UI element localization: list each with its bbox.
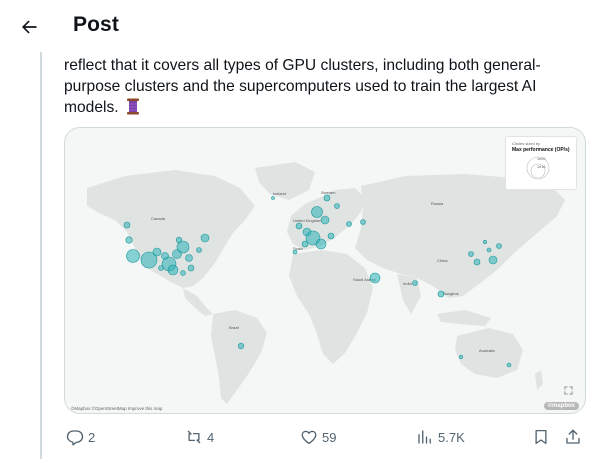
views-chart-icon	[418, 430, 431, 444]
map-legend: Circles sized by Max performance (OP/s) …	[505, 136, 577, 190]
cluster-marker	[315, 238, 327, 250]
page-title: Post	[73, 13, 119, 36]
cluster-marker	[473, 258, 481, 266]
legend-subtitle: Circles sized by	[512, 141, 541, 146]
cluster-marker	[482, 239, 488, 245]
cluster-marker	[123, 221, 131, 229]
se-asia-islands-land	[437, 310, 491, 326]
cluster-marker	[295, 222, 303, 230]
cluster-marker	[175, 236, 183, 244]
cluster-marker	[506, 362, 512, 368]
label-australia: Australia	[479, 348, 495, 353]
thread-line	[40, 48, 42, 459]
cluster-marker	[125, 236, 133, 244]
reply-icon	[66, 430, 84, 446]
label-sweden: Sweden	[321, 190, 335, 195]
back-button[interactable]	[12, 10, 46, 44]
label-canada: Canada	[151, 216, 166, 221]
label-bangkok: Bangkok	[443, 291, 459, 296]
map-image[interactable]: Iceland Sweden Russia Canada United King…	[64, 127, 586, 414]
bookmark-icon	[535, 429, 547, 445]
like-button[interactable]: 59	[300, 424, 336, 450]
cluster-marker	[437, 290, 445, 298]
label-russia: Russia	[431, 201, 444, 206]
thread-spool-icon	[125, 98, 141, 121]
post-text: reflect that it covers all types of GPU …	[64, 55, 584, 121]
post-body: reflect that it covers all types of GPU …	[64, 57, 541, 116]
cluster-marker	[237, 342, 245, 350]
mapbox-logo: ©mapbox	[543, 402, 579, 410]
like-count: 59	[322, 429, 337, 445]
cluster-marker	[327, 232, 335, 240]
legend-title: Max performance (OP/s)	[512, 147, 570, 153]
expand-icon[interactable]	[564, 386, 573, 395]
greenland-land	[255, 162, 315, 200]
cluster-marker	[311, 206, 323, 218]
cluster-marker	[200, 233, 210, 243]
cluster-marker	[292, 249, 298, 255]
cluster-marker	[496, 243, 502, 249]
cluster-marker	[334, 203, 340, 209]
cluster-marker	[167, 264, 179, 276]
label-china: China	[437, 258, 448, 263]
legend-size-circles	[526, 156, 550, 180]
cluster-marker	[488, 255, 498, 265]
legend-level-2: 1e18	[537, 165, 546, 169]
cluster-marker	[126, 249, 140, 263]
repost-count: 4	[207, 429, 215, 445]
cluster-marker	[152, 247, 162, 257]
cluster-marker	[176, 240, 190, 254]
map-attribution: ©Mapbox ©OpenStreetMap Improve this map	[71, 406, 163, 411]
cluster-marker	[140, 251, 158, 269]
north-america-land	[87, 170, 255, 288]
legend-level-1: 1e20	[537, 157, 546, 161]
cluster-marker	[271, 196, 275, 200]
cluster-marker	[369, 272, 381, 284]
share-button[interactable]	[564, 424, 582, 450]
label-india: India	[403, 281, 412, 286]
cluster-marker	[412, 280, 418, 286]
heart-icon	[301, 430, 317, 445]
cluster-marker	[323, 194, 331, 202]
repost-icon	[187, 430, 201, 444]
cluster-marker	[458, 354, 464, 360]
cluster-marker	[187, 264, 195, 272]
new-zealand-land	[535, 370, 543, 390]
cluster-marker	[360, 219, 366, 225]
central-america-land	[183, 288, 213, 316]
share-icon	[566, 429, 580, 444]
bookmark-button[interactable]	[532, 424, 550, 450]
reply-button[interactable]: 2	[66, 424, 95, 450]
cluster-marker	[346, 221, 352, 227]
label-iceland: Iceland	[273, 191, 286, 196]
australia-land	[455, 328, 523, 378]
action-bar: 2 4 59 5.7K	[64, 424, 589, 450]
repost-button[interactable]: 4	[185, 424, 214, 450]
cluster-marker	[196, 247, 202, 253]
cluster-marker	[468, 251, 474, 257]
views-count: 5.7K	[438, 429, 465, 445]
views-button[interactable]: 5.7K	[416, 424, 465, 450]
cluster-marker	[320, 215, 330, 225]
south-america-land	[211, 310, 267, 404]
top-header: Post	[0, 0, 599, 52]
label-united-kingdom: United Kingdom	[293, 218, 322, 223]
label-spain: Spain	[293, 246, 303, 251]
cluster-marker	[486, 247, 492, 253]
cluster-marker	[301, 240, 309, 248]
cluster-marker	[185, 254, 193, 262]
world-map: Iceland Sweden Russia Canada United King…	[65, 128, 585, 413]
back-arrow-icon	[22, 20, 37, 34]
asia-land	[355, 174, 565, 298]
label-saudi-arabia: Saudi Arabia	[353, 277, 376, 282]
reply-count: 2	[88, 429, 96, 445]
africa-land	[289, 250, 373, 364]
cluster-marker	[158, 265, 164, 271]
label-brazil: Brazil	[229, 325, 239, 330]
cluster-marker	[180, 270, 186, 276]
